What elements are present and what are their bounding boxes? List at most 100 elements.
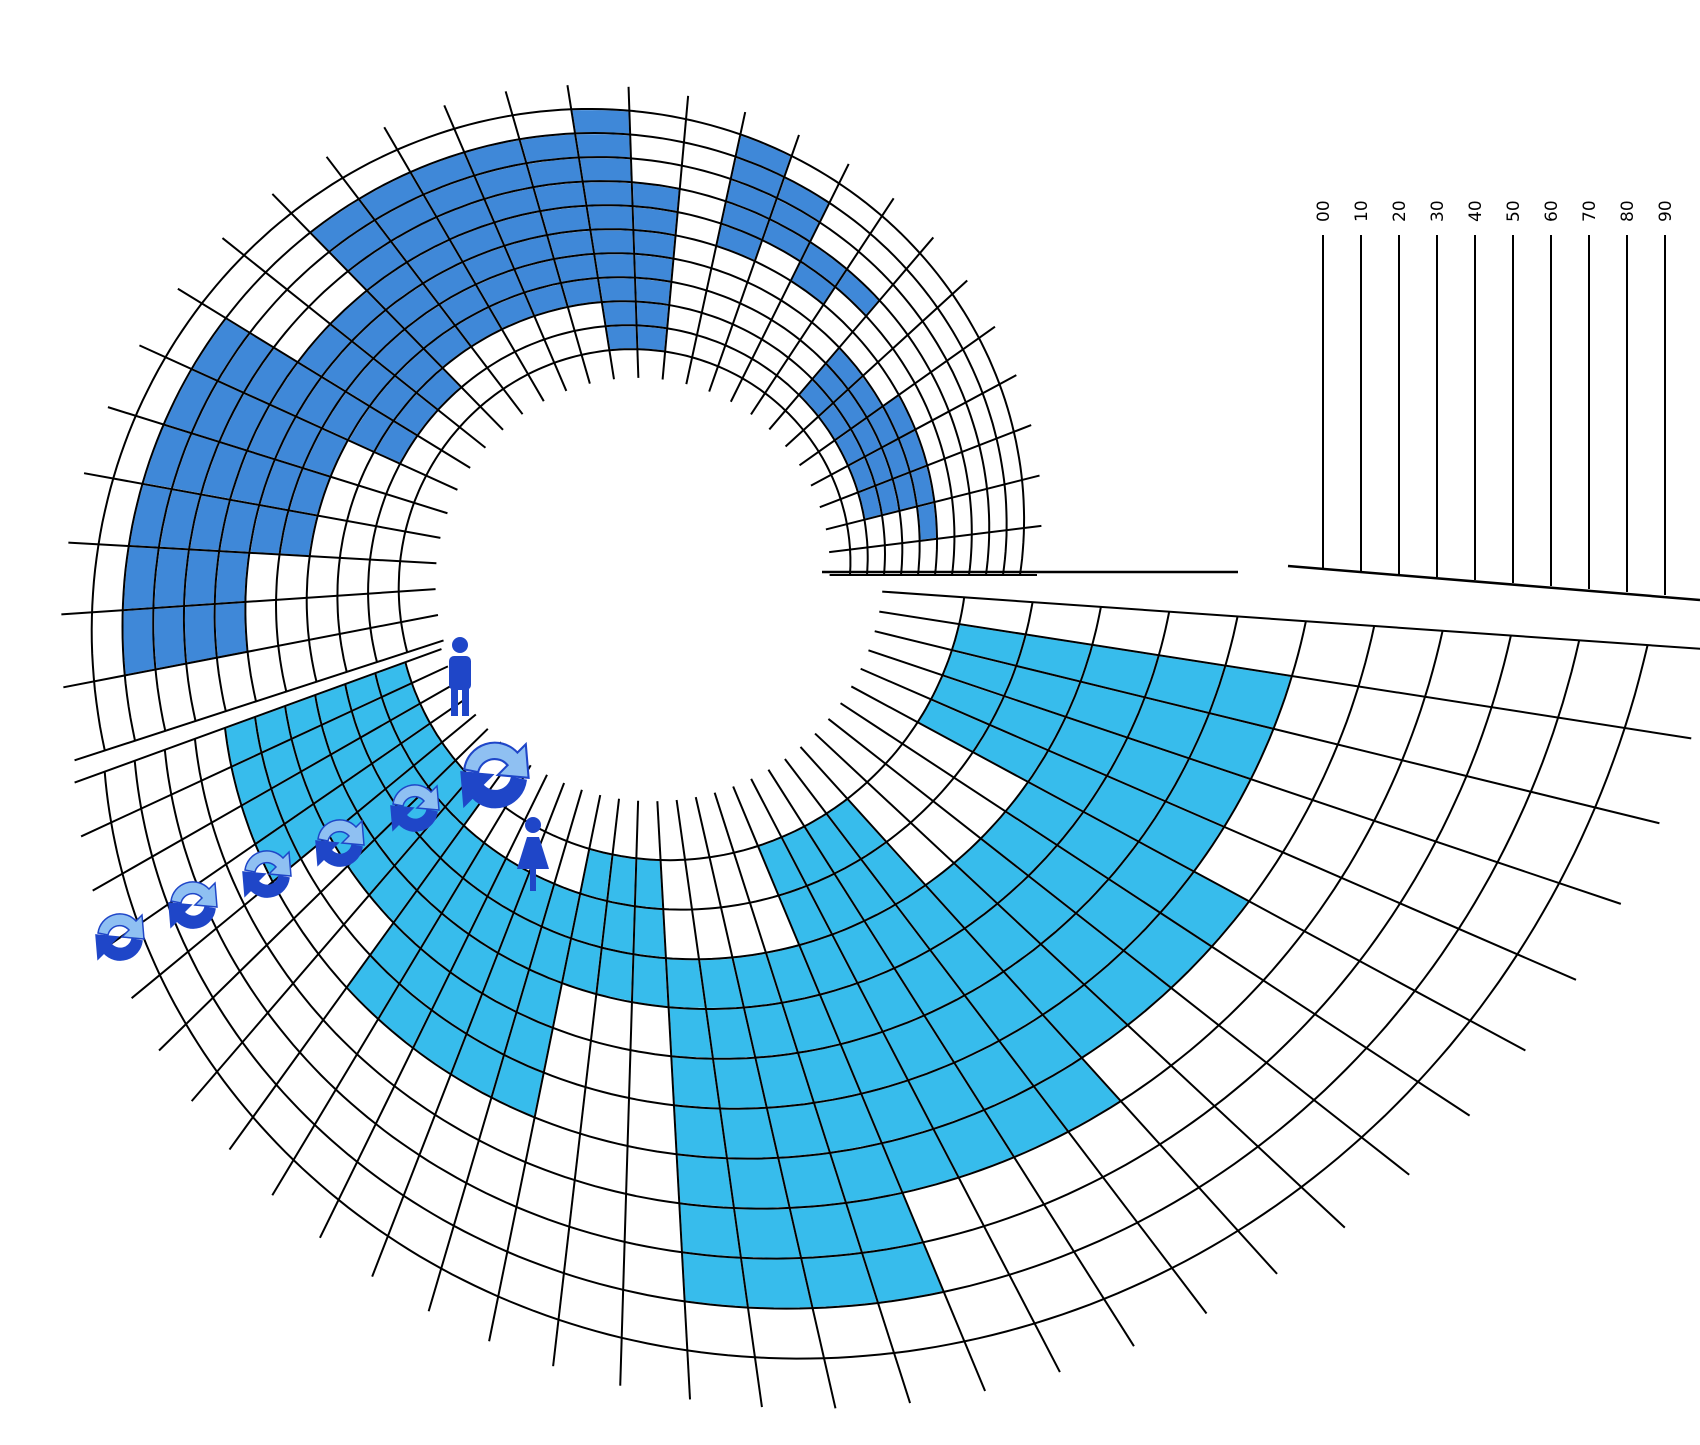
female-cell: [672, 1104, 729, 1160]
decade-label: 60: [1542, 200, 1562, 222]
female-radial-line: [271, 764, 532, 1196]
decade-label: 90: [1656, 200, 1676, 222]
male-radial-line: [177, 287, 471, 469]
male-radial-line: [819, 424, 1032, 509]
male-radial-line: [729, 163, 850, 403]
swap-arrows-icon: [95, 913, 145, 961]
male-radial-line: [798, 325, 996, 467]
female-radial-line: [80, 665, 449, 838]
female-radial-line: [675, 799, 763, 1408]
male-radial-line: [68, 541, 437, 565]
female-radial-line: [92, 682, 457, 892]
figure-icons: [95, 637, 549, 961]
female-person-icon: [517, 817, 549, 891]
female-radial-line: [799, 746, 1278, 1275]
female-cell: [675, 1153, 736, 1210]
male-radial-line: [685, 111, 747, 385]
decade-label: 30: [1428, 200, 1448, 222]
male-person-icon: [449, 637, 471, 716]
male-radial-line: [74, 639, 444, 762]
male-radial-line: [627, 86, 640, 378]
male-radial-line: [63, 613, 439, 689]
female-cell: [632, 905, 667, 960]
decade-label: 20: [1390, 200, 1410, 222]
male-radial-line: [221, 237, 487, 449]
female-radial-line: [882, 590, 1700, 650]
swap-arrows-icon: [168, 881, 218, 929]
male-radial-line: [325, 156, 524, 415]
female-cell: [633, 857, 665, 911]
female-radial-line: [694, 796, 837, 1409]
decade-label: 50: [1504, 200, 1524, 222]
male-radial-line: [768, 236, 935, 431]
female-radial-line: [74, 648, 442, 784]
female-radial-line: [814, 732, 1346, 1229]
male-cell: [596, 276, 637, 304]
male-radial-line: [708, 134, 800, 392]
swap-arrows-icon: [315, 819, 365, 867]
swap-arrows-icon: [390, 784, 440, 832]
spiral-grid-lines: [61, 85, 1700, 1409]
female-cell: [670, 1055, 722, 1110]
male-ring-line: [397, 348, 852, 653]
female-radial-line: [427, 789, 583, 1312]
female-radial-line: [190, 741, 502, 1102]
male-radial-line: [443, 104, 568, 392]
male-cell: [573, 131, 633, 160]
male-cell: [213, 550, 251, 606]
decade-scale: 00 10 20 30 40 50 60 70 80 90: [1314, 200, 1676, 595]
male-radial-line: [784, 279, 968, 448]
male-cell: [634, 300, 671, 330]
female-radial-line: [619, 800, 640, 1386]
decade-label: 40: [1466, 200, 1486, 222]
male-radial-line: [504, 91, 591, 384]
female-radial-line: [767, 769, 1135, 1347]
female-radial-line: [784, 758, 1208, 1315]
male-cell: [182, 602, 218, 665]
female-cell: [678, 1202, 743, 1259]
female-radial-line: [874, 630, 1660, 825]
male-radial-line: [829, 524, 1042, 554]
male-cell: [152, 605, 188, 671]
male-radial-line: [139, 344, 458, 491]
male-radial-line: [61, 588, 436, 616]
female-radial-line: [158, 728, 489, 1052]
male-radial-line: [107, 406, 448, 515]
female-cell: [595, 946, 635, 1004]
male-cell: [600, 300, 638, 328]
female-radial-line: [868, 649, 1622, 905]
male-radial-line: [825, 474, 1040, 531]
decade-label: 10: [1352, 200, 1372, 222]
female-radial-line: [879, 610, 1692, 740]
female-radial-line: [319, 774, 548, 1239]
female-radial-line: [552, 798, 621, 1367]
male-radial-line: [661, 95, 690, 380]
male-radial-line: [750, 197, 895, 415]
male-radial-line: [271, 193, 504, 431]
female-cell: [630, 953, 670, 1009]
female-radial-line: [732, 786, 986, 1392]
swap-arrows-icon: [242, 850, 292, 898]
female-base-line: [1287, 564, 1700, 602]
male-cell: [121, 607, 157, 677]
male-cell: [635, 324, 669, 353]
male-radial-line: [383, 126, 545, 402]
female-radial-line: [839, 702, 1471, 1117]
decade-label: 00: [1314, 200, 1334, 222]
male-cell: [585, 204, 635, 231]
decade-label: 80: [1618, 200, 1638, 222]
male-cell: [570, 107, 632, 136]
male-cell: [577, 156, 633, 184]
male-cell: [183, 548, 221, 608]
male-radial-line: [810, 374, 1017, 487]
female-radial-line: [850, 685, 1526, 1052]
female-radial-line: [827, 718, 1410, 1176]
male-cell: [213, 600, 249, 659]
male-cell: [581, 180, 634, 208]
male-cell: [604, 324, 639, 352]
female-radial-line: [130, 713, 477, 999]
female-cell: [680, 1251, 750, 1309]
female-radial-line: [488, 794, 602, 1342]
female-radial-line: [860, 667, 1577, 981]
